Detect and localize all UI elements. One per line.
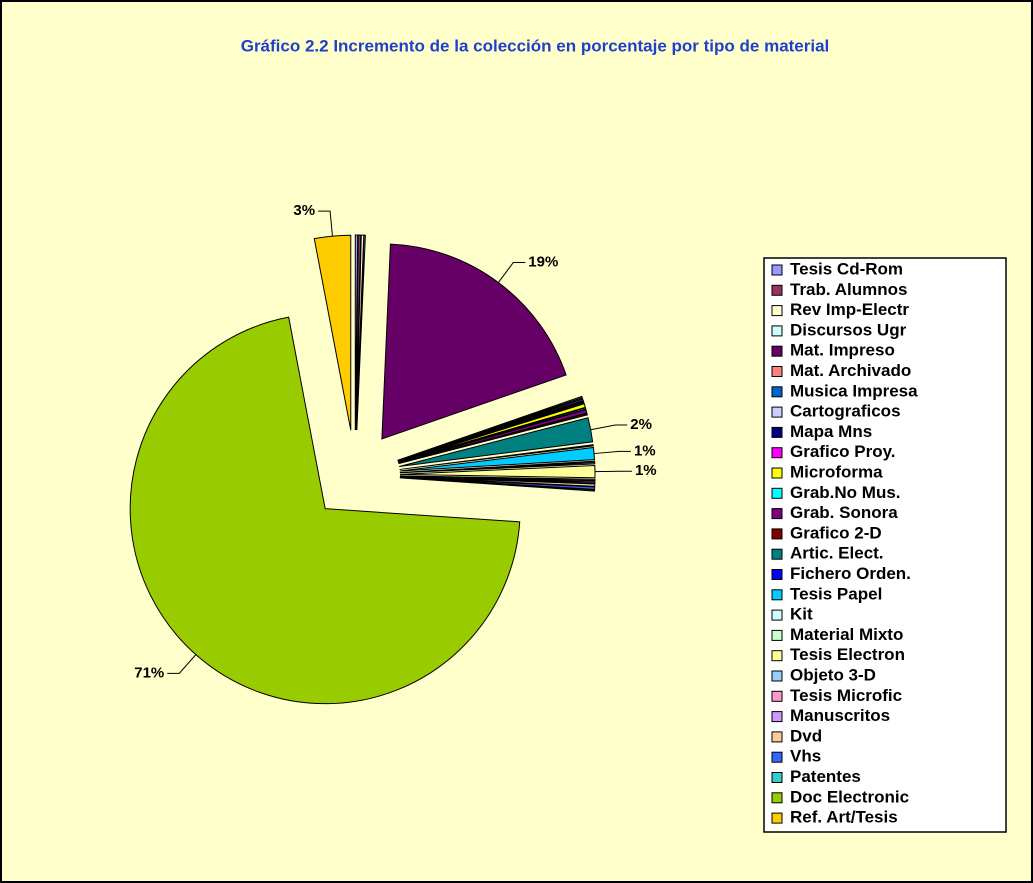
legend-swatch [771,569,783,580]
data-label: 1% [635,462,657,479]
pie-slice [399,477,596,492]
legend-label: Vhs [790,747,821,766]
legend-label: Mat. Archivado [790,361,911,380]
chart-title: Gráfico 2.2 Incremento de la colección e… [241,36,830,55]
legend-swatch [771,325,783,337]
legend-swatch [771,264,783,276]
pie-slice [399,444,594,470]
legend-label: Discursos Ugr [790,320,907,339]
pie-slice [354,234,359,431]
leader-line [593,450,631,455]
leader-line [318,210,333,237]
legend-label: Tesis Microfic [790,686,902,705]
legend-label: Mapa Mns [790,422,872,441]
leader-line [590,424,628,431]
leader-line [167,654,197,674]
pie-slice [397,403,586,463]
legend-label: Microforma [790,462,883,481]
legend-swatch [771,609,783,621]
pie-slice [355,234,362,431]
legend-swatch [771,345,783,357]
leader-line [497,261,526,283]
legend-swatch [771,386,783,398]
pie-slice [129,316,521,705]
legend-label: Grafico Proy. [790,442,896,461]
legend-swatch [771,812,783,824]
pie-slice [398,407,587,464]
legend-label: Ref. Art/Tesis [790,808,898,827]
legend-swatch [771,548,783,560]
pie-slice [399,476,596,487]
pie-slice [398,413,588,465]
legend-label: Cartograficos [790,402,901,421]
legend-label: Fichero Orden. [790,564,911,583]
data-label: 19% [528,253,558,270]
pie-slice [399,462,596,474]
legend-swatch [771,467,783,479]
data-label: 1% [634,442,656,459]
legend-swatch [771,589,783,601]
legend-label: Musica Impresa [790,381,918,400]
pie-slice [399,464,596,479]
legend-swatch [771,284,783,296]
legend-label: Kit [790,605,813,624]
legend-swatch [771,711,783,723]
legend-label: Artic. Elect. [790,544,884,563]
legend-label: Tesis Electron [790,645,905,664]
legend-label: Tesis Cd-Rom [790,259,903,278]
legend-swatch [771,670,783,682]
pie-slice [398,408,588,464]
legend-label: Manuscritos [790,706,890,725]
legend-label: Tesis Papel [790,584,882,603]
legend-label: Objeto 3-D [790,665,876,684]
legend-label: Dvd [790,726,822,745]
legend-swatch [771,731,783,743]
data-label: 3% [293,202,315,219]
legend-label: Grab.No Mus. [790,483,901,502]
legend-label: Rev Imp-Electr [790,300,909,319]
legend [763,257,1007,833]
legend-swatch [771,528,783,540]
legend-label: Mat. Impreso [790,341,895,360]
legend-label: Grafico 2-D [790,523,882,542]
legend-swatch [771,487,783,499]
data-label: 71% [134,664,164,681]
legend-swatch [771,426,783,438]
legend-label: Material Mixto [790,625,903,644]
legend-swatch [771,508,783,520]
legend-swatch [771,690,783,702]
legend-swatch [771,629,783,641]
legend-swatch [771,406,783,418]
legend-swatch [771,772,783,783]
legend-swatch [771,447,783,459]
legend-swatch [771,792,783,804]
legend-swatch [771,650,783,662]
legend-label: Patentes [790,767,861,786]
legend-swatch [771,751,783,763]
legend-label: Doc Electronic [790,787,909,806]
pie-slice [397,401,585,462]
pie-slice [356,234,366,431]
data-label: 2% [630,416,652,433]
legend-label: Trab. Alumnos [790,280,907,299]
legend-swatch [771,366,783,377]
legend-label: Grab. Sonora [790,503,898,522]
legend-swatch [771,305,783,317]
